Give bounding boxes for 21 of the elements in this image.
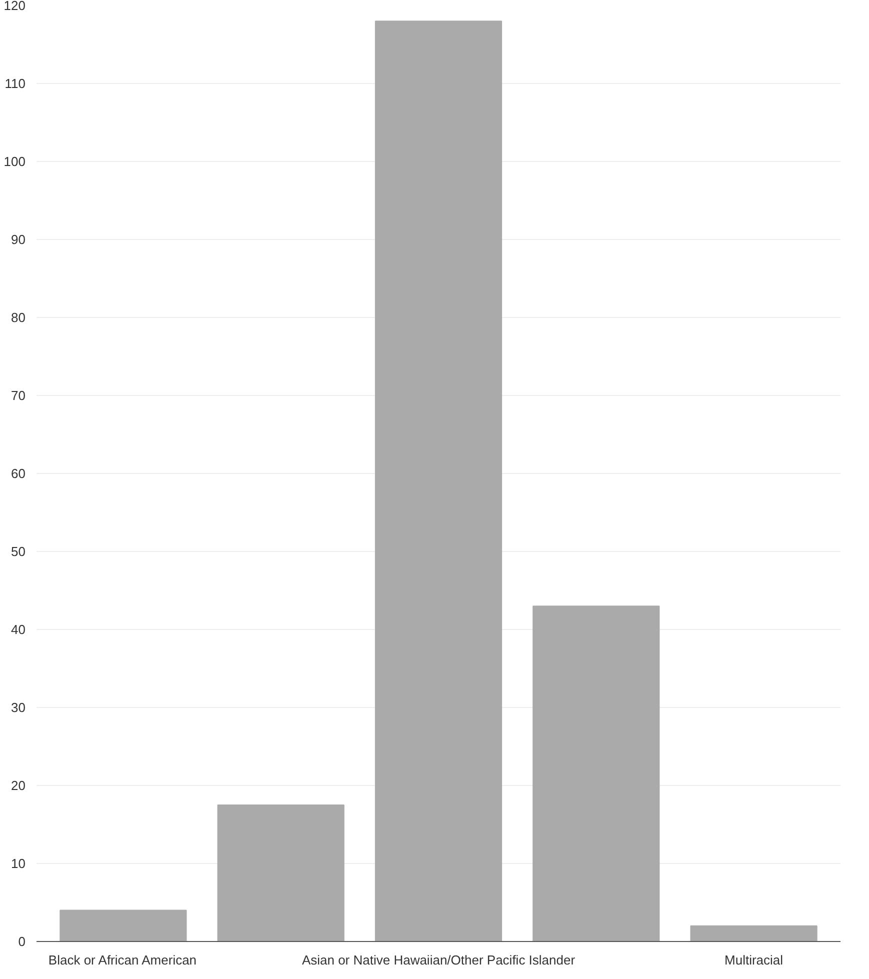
y-tick-label: 40 xyxy=(11,622,26,637)
x-tick-label: Black or African American xyxy=(48,952,197,968)
bar xyxy=(690,925,818,942)
y-tick-label: 60 xyxy=(11,466,26,481)
y-tick-label: 100 xyxy=(4,154,26,169)
y-tick-label: 50 xyxy=(11,544,26,559)
y-tick-label: 110 xyxy=(4,76,26,91)
y-tick-label: 0 xyxy=(18,934,26,949)
y-tick-label: 70 xyxy=(11,388,26,403)
bar xyxy=(60,910,187,942)
y-tick-label: 90 xyxy=(11,232,26,247)
bar xyxy=(532,606,660,942)
y-tick-label: 10 xyxy=(11,856,26,871)
bar xyxy=(374,20,502,942)
y-tick-label: 30 xyxy=(11,700,26,715)
y-tick-label: 80 xyxy=(11,310,26,325)
y-tick-label: 20 xyxy=(11,778,26,793)
bar xyxy=(217,804,344,942)
y-tick-label: 120 xyxy=(4,0,26,13)
x-tick-label: Asian or Native Hawaiian/Other Pacific Islander xyxy=(302,952,576,968)
x-tick-label: Multiracial xyxy=(724,952,784,968)
